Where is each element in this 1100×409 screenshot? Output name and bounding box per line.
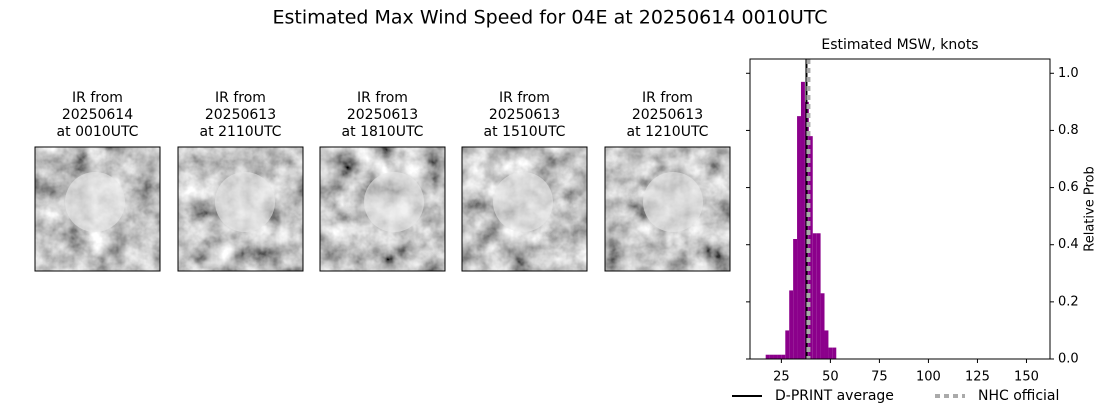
panel-caption: at 1210UTC (627, 124, 709, 140)
bar (773, 354, 778, 359)
ir-image (34, 146, 161, 272)
cloud (643, 172, 703, 232)
bar (785, 330, 790, 359)
bar (777, 354, 782, 359)
y-axis-label: Relative Prob (1083, 166, 1098, 251)
y-tick-label: 0.2 (1058, 294, 1079, 309)
panel-caption: 20250613 (489, 107, 560, 123)
panel-caption: IR from (357, 90, 408, 106)
figure-title: Estimated Max Wind Speed for 04E at 2025… (272, 7, 827, 29)
panel-caption: at 1510UTC (484, 124, 566, 140)
x-tick-label: 50 (822, 370, 839, 385)
bar (820, 293, 825, 359)
ir-image-frame (604, 146, 731, 272)
y-tick-label: 0.4 (1058, 237, 1079, 252)
cloud (493, 172, 553, 232)
cloud (65, 172, 125, 232)
bar (824, 330, 829, 359)
bar (765, 354, 770, 359)
panel-caption: IR from (72, 90, 123, 106)
legend-label: NHC official (978, 388, 1059, 404)
bar (797, 116, 801, 360)
y-tick-label: 1.0 (1058, 66, 1079, 81)
panel-caption: at 1810UTC (342, 124, 424, 140)
panel-caption: 20250613 (205, 107, 276, 123)
axis-title: Estimated MSW, knots (821, 37, 978, 53)
ir-image (604, 146, 731, 272)
panel-caption: IR from (215, 90, 266, 106)
bar (816, 233, 821, 359)
bar (769, 354, 774, 359)
ir-image-frame (319, 146, 446, 272)
panel-caption: 20250613 (632, 107, 703, 123)
legend-label: D-PRINT average (775, 388, 894, 404)
x-tick-label: 75 (871, 370, 888, 385)
ir-image-frame (34, 146, 161, 272)
y-tick-label: 0.6 (1058, 180, 1079, 195)
plot-frame (749, 58, 1051, 360)
panel-caption: 20250613 (347, 107, 418, 123)
panel-caption: at 0010UTC (57, 124, 139, 140)
ir-image (177, 146, 304, 272)
cloud (215, 172, 275, 232)
ir-image-frame (177, 146, 304, 272)
bar (828, 347, 833, 359)
y-tick-label: 0.8 (1058, 123, 1079, 138)
bar (812, 233, 817, 359)
cloud (364, 172, 424, 232)
x-tick-label: 125 (965, 370, 990, 385)
panel-caption: 20250614 (62, 107, 133, 123)
panel-caption: IR from (642, 90, 693, 106)
bar (808, 136, 813, 359)
x-tick-label: 150 (1014, 370, 1039, 385)
ir-image (319, 146, 446, 272)
y-tick-label: 0.0 (1058, 352, 1079, 367)
bar (793, 239, 798, 359)
panel-caption: IR from (499, 90, 550, 106)
bar (800, 81, 805, 359)
bar (781, 354, 786, 359)
x-tick-label: 100 (916, 370, 941, 385)
bar (789, 290, 794, 359)
ir-image-frame (461, 146, 588, 272)
ir-image (461, 146, 588, 272)
panel-caption: at 2110UTC (200, 124, 282, 140)
x-tick-label: 25 (773, 370, 790, 385)
bar (832, 347, 837, 359)
